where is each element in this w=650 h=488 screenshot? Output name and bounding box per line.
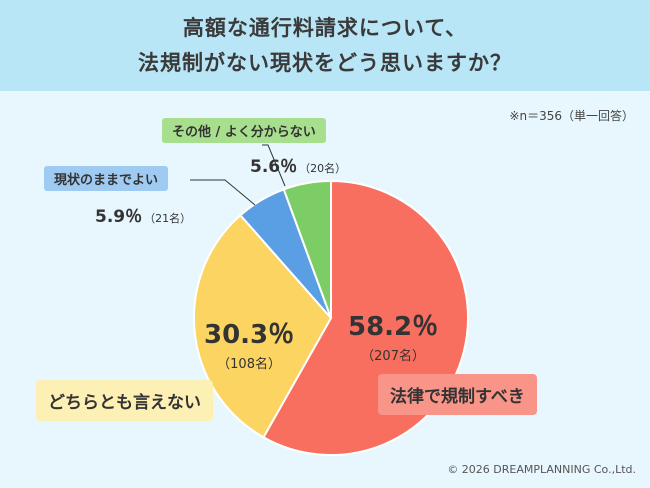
pct-label-status-quo: 5.9％ （21名） — [95, 202, 191, 227]
leader-line-other — [262, 144, 286, 187]
slice-other — [282, 179, 332, 319]
pct-label-regulate: 58.2％ （207名） — [348, 306, 438, 364]
count-regulate: （207名） — [361, 349, 425, 364]
count-other: （20名） — [299, 162, 347, 175]
category-tag-status-quo: 現状のままでよい — [44, 166, 169, 191]
slice-neutral — [193, 213, 333, 439]
pct-value-neutral: 30.3％ — [204, 320, 295, 350]
chart-title-line-2: 法規制がない現状をどう思いますか？ — [138, 51, 512, 75]
pct-label-other: 5.6％ （20名） — [250, 152, 346, 177]
sample-size-note: ※n＝356（単一回答） — [509, 109, 634, 123]
count-status-quo: （21名） — [144, 212, 192, 225]
pct-value-regulate: 58.2％ — [348, 312, 439, 342]
leader-line-fine — [190, 179, 256, 206]
pct-value-status-quo: 5.9％ — [95, 207, 143, 227]
pct-label-neutral: 30.3％ （108名） — [204, 314, 294, 372]
chart-title-line-1: 高額な通行料請求について、 — [182, 16, 468, 40]
count-neutral: （108名） — [217, 357, 281, 372]
copyright-text: © 2026 DREAMPLANNING Co.,Ltd. — [447, 463, 636, 476]
header-banner: 高額な通行料請求について、 法規制がない現状をどう思いますか？ — [0, 0, 650, 91]
category-tag-regulate: 法律で規制すべき — [378, 374, 537, 415]
pct-value-other: 5.6％ — [250, 157, 298, 177]
category-tag-other: その他 / よく分からない — [162, 118, 326, 143]
category-tag-neutral: どちらとも言えない — [36, 380, 213, 421]
